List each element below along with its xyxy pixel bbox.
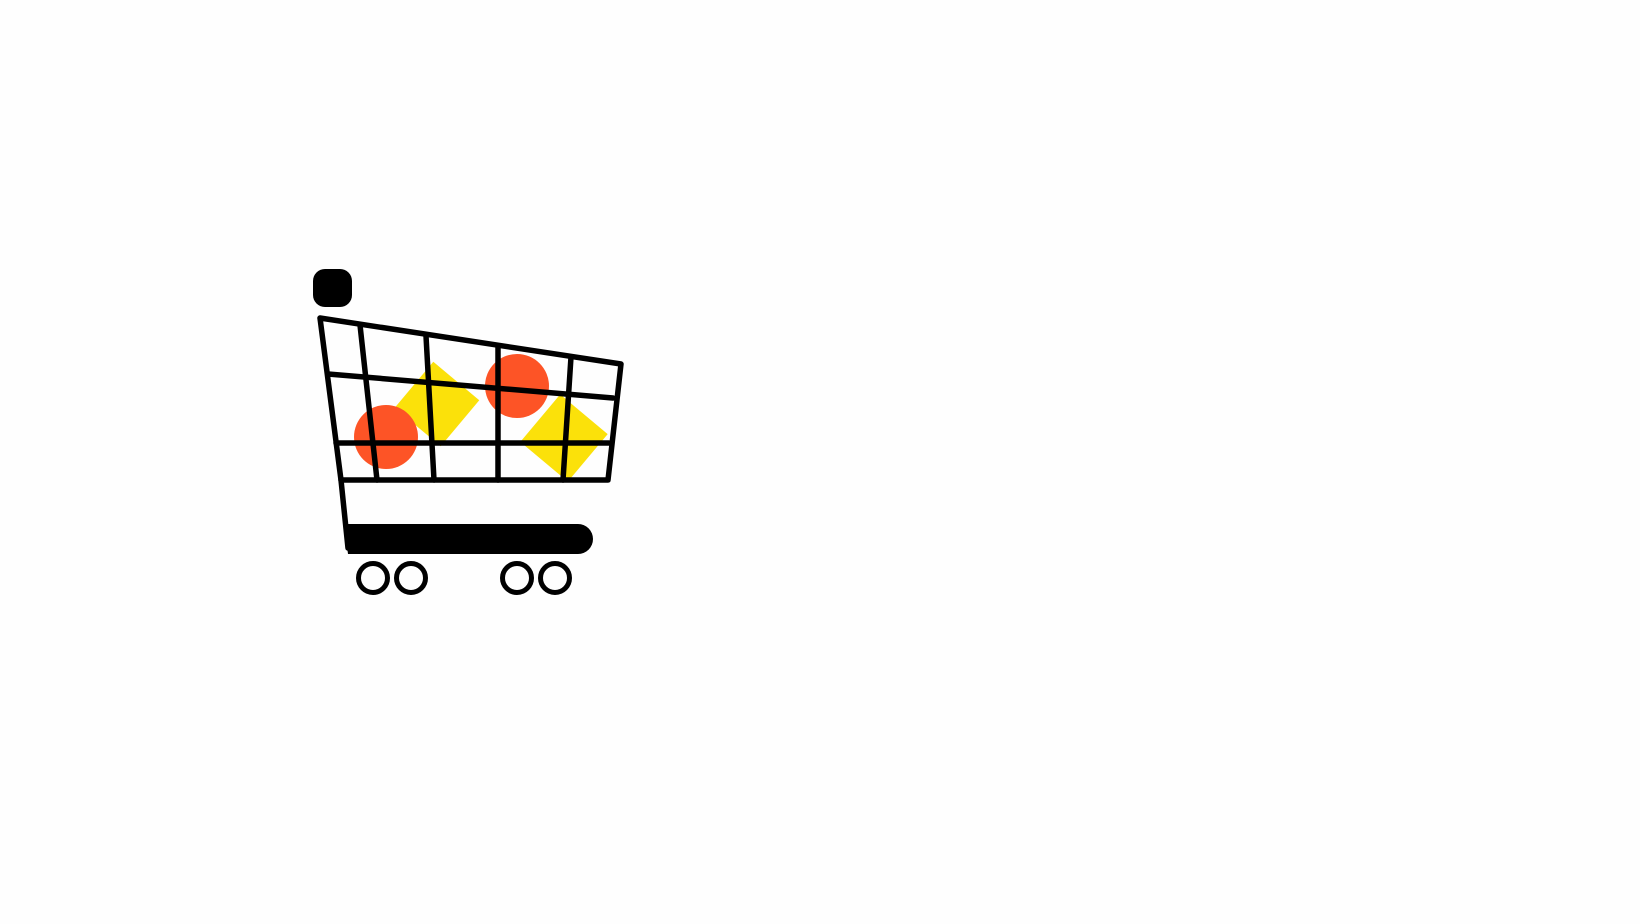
basket-outline: [317, 315, 624, 483]
red-item-left: [354, 405, 418, 469]
wheel-1: [356, 561, 390, 595]
basket-wire-v2: [423, 333, 437, 483]
cart-wheels: [356, 561, 572, 595]
cart-handle: [313, 269, 352, 307]
cart-base: [344, 524, 593, 554]
wheel-4: [538, 561, 572, 595]
red-item-right: [485, 354, 549, 418]
wheel-3: [500, 561, 534, 595]
basket-wire-h1: [325, 371, 616, 401]
wheel-2: [394, 561, 428, 595]
basket-wire-v1: [357, 322, 380, 483]
cart-basket: [317, 315, 624, 551]
basket-wire-v4: [560, 354, 574, 483]
